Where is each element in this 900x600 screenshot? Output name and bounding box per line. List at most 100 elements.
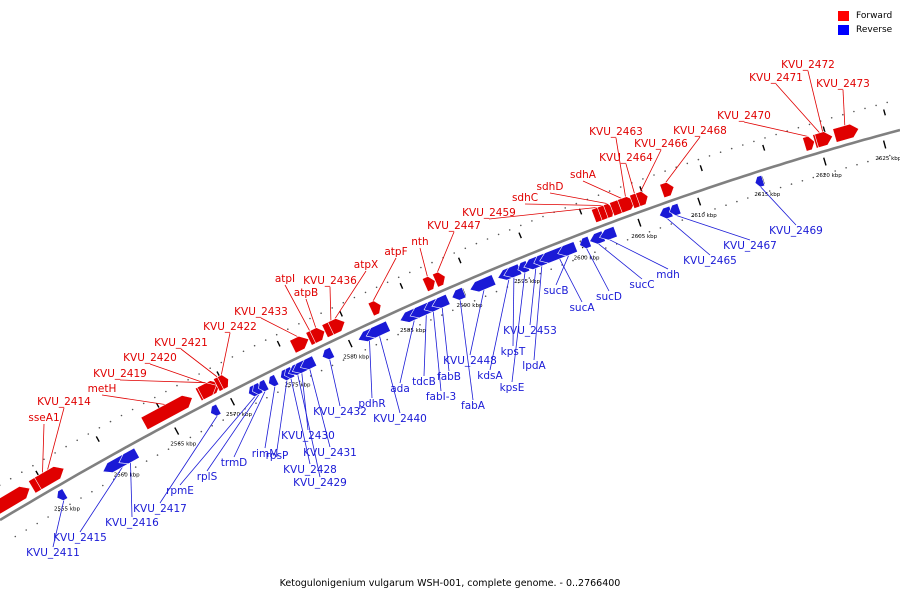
track-dot xyxy=(14,535,17,538)
tick-label-2600-kbp: 2600 kbp xyxy=(574,256,600,262)
track-dot xyxy=(9,477,12,480)
gene-label-lpda: lpdA xyxy=(522,360,546,372)
track-dot xyxy=(542,215,544,218)
track-dot xyxy=(812,176,815,179)
track-dot xyxy=(775,133,777,136)
track-dot xyxy=(0,484,1,487)
leader-kvu-2419 xyxy=(119,379,207,384)
track-dot xyxy=(664,170,666,172)
track-dot xyxy=(495,290,498,293)
track-dot xyxy=(320,369,323,372)
leader-kvu-2430 xyxy=(301,372,309,431)
backbone-line xyxy=(0,128,900,522)
tick-label-2555-kbp: 2555 kbp xyxy=(54,506,80,512)
gene-label-fabi-3: fabI-3 xyxy=(426,391,456,403)
gene-features xyxy=(0,123,860,515)
minor-tick xyxy=(95,436,100,443)
track-dot xyxy=(91,490,93,493)
track-dot xyxy=(670,223,673,225)
gene-label-kvu-2415: KVU_2415 xyxy=(53,532,107,544)
track-dot xyxy=(753,140,755,143)
track-dot xyxy=(255,402,257,405)
leader-kvu-2429 xyxy=(297,374,321,478)
track-dot xyxy=(211,425,213,427)
leader-ssea1 xyxy=(42,423,45,473)
gene-label-kvu-2428: KVU_2428 xyxy=(283,464,337,476)
leader-kvu-2467 xyxy=(675,215,751,241)
leader-kvu-2471 xyxy=(775,83,820,134)
gene-label-kpse: kpsE xyxy=(500,382,525,394)
legend-item-forward: Forward xyxy=(838,9,892,23)
gene-label-sdha: sdhA xyxy=(570,169,597,181)
gene-label-kvu-2459: KVU_2459 xyxy=(462,207,516,219)
gene-kvu-2440 xyxy=(365,320,391,339)
leader-kvu-2472 xyxy=(807,70,824,132)
gene-label-trmd: trmD xyxy=(221,457,248,469)
leader-atpx xyxy=(334,270,367,320)
map-caption: Ketogulonigenium vulgarum WSH-001, compl… xyxy=(279,578,621,589)
track-dot xyxy=(342,301,345,304)
leader-kdsa xyxy=(489,279,510,371)
track-dot xyxy=(619,186,622,188)
track-dot xyxy=(386,338,389,341)
gene-kvu-2431 xyxy=(299,355,318,370)
leader-kvu-2421 xyxy=(180,348,218,378)
minor-tick xyxy=(578,208,583,215)
track-dot xyxy=(867,160,869,163)
leader-fabi-3 xyxy=(432,311,442,392)
gene-label-suca: sucA xyxy=(569,302,595,314)
gene-label-atpi: atpI xyxy=(275,273,295,285)
track-dot xyxy=(875,104,877,107)
track-dot xyxy=(605,247,607,249)
track-dot xyxy=(823,173,826,175)
track-dot xyxy=(878,157,880,160)
track-dot xyxy=(145,460,148,462)
track-dot xyxy=(626,239,629,241)
leader-kvu-2415 xyxy=(79,466,123,533)
leader-meth xyxy=(101,394,166,405)
gene-label-kvu-2430: KVU_2430 xyxy=(281,430,335,442)
gene-label-kvu-2453: KVU_2453 xyxy=(503,325,557,337)
track-dot xyxy=(742,144,744,146)
gene-label-kvu-2414: KVU_2414 xyxy=(37,396,91,408)
track-dot xyxy=(801,180,804,182)
leader-kvu-2432 xyxy=(329,359,341,407)
gene-label-ssea1: sseA1 xyxy=(28,412,59,424)
leader-sdhc xyxy=(524,203,603,206)
tick-2580-kbp xyxy=(347,339,353,348)
gene-label-kvu-2448: KVU_2448 xyxy=(443,355,497,367)
track-dot xyxy=(725,204,727,206)
leader-kvu-2431 xyxy=(309,368,331,448)
track-dot xyxy=(790,183,793,185)
gene-kvu-2447 xyxy=(432,271,446,288)
gene-label-kdsa: kdsA xyxy=(477,370,503,382)
gene-trmd xyxy=(258,379,270,392)
track-dot xyxy=(98,427,101,429)
track-dot xyxy=(222,419,224,421)
track-dot xyxy=(386,281,389,284)
leader-lpda xyxy=(533,265,543,361)
gene-nth xyxy=(421,276,436,293)
gene-label-kvu-2422: KVU_2422 xyxy=(203,321,257,333)
gene-faba xyxy=(451,286,467,301)
gene-label-kvu-2432: KVU_2432 xyxy=(313,406,367,418)
leader-kvu-2473 xyxy=(842,89,846,126)
leader-tdcb xyxy=(423,314,427,377)
track-dot xyxy=(648,231,651,233)
track-dot xyxy=(397,333,399,336)
gene-label-kvu-2417: KVU_2417 xyxy=(133,503,187,515)
leader-kvu-2464 xyxy=(625,163,635,194)
track-dot xyxy=(397,276,400,279)
track-dot xyxy=(65,445,67,448)
gene-label-kvu-2465: KVU_2465 xyxy=(683,255,737,267)
gene-fabb xyxy=(431,293,451,309)
track-dot xyxy=(21,471,23,474)
leader-kvu-2468 xyxy=(665,136,701,183)
gene-kvu-2466 xyxy=(635,190,649,207)
track-dot xyxy=(277,391,279,394)
track-dot xyxy=(76,439,78,442)
track-dot xyxy=(123,472,126,475)
tick-label-2580-kbp: 2580 kbp xyxy=(343,354,369,360)
leader-faba xyxy=(459,299,474,401)
